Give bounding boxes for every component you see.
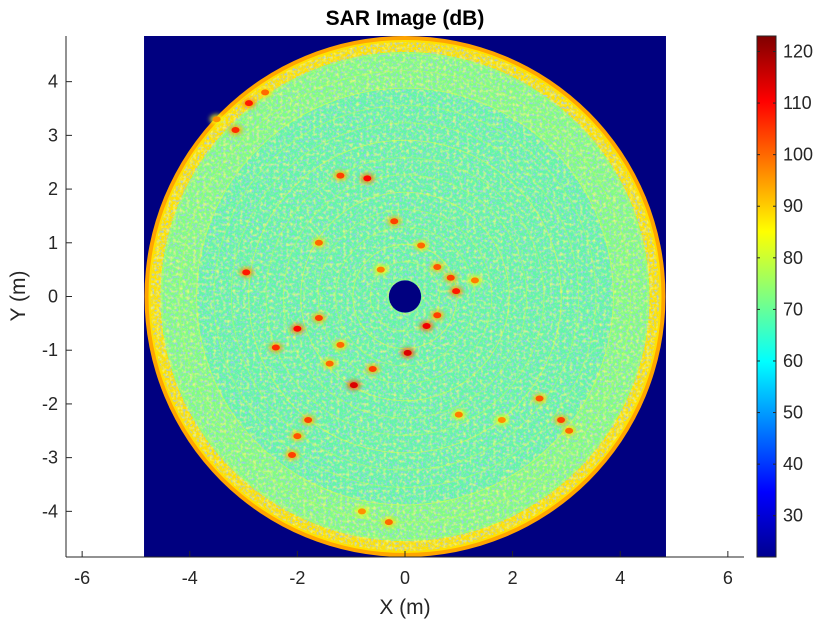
- x-ticks: -6 -4 -2 0 2 4 6: [74, 551, 733, 588]
- bright-spot: [290, 431, 305, 442]
- y-tick-label: 0: [48, 287, 58, 307]
- bright-spot: [494, 415, 509, 426]
- sar-heatmap-image: [144, 36, 666, 557]
- colorbar-tick-label: 50: [783, 403, 803, 423]
- colorbar-tick-label: 110: [783, 93, 812, 113]
- bright-spot: [419, 321, 434, 332]
- range-ring: [300, 191, 510, 402]
- bright-spot: [532, 393, 547, 404]
- colorbar-tick-label: 100: [783, 145, 813, 165]
- range-ring: [369, 261, 441, 332]
- colorbar-tick-label: 80: [783, 248, 803, 268]
- bright-spot: [301, 415, 316, 426]
- y-tick-label: -2: [42, 394, 58, 414]
- y-tick-label: 2: [48, 179, 58, 199]
- range-ring: [265, 157, 545, 436]
- bright-spot: [258, 87, 273, 98]
- bright-spot: [239, 267, 254, 278]
- x-tick-label: -4: [182, 568, 198, 588]
- colorbar-tick-label: 60: [783, 351, 803, 371]
- range-ring: [178, 70, 632, 523]
- bright-spot: [311, 237, 326, 248]
- y-tick-label: -3: [42, 448, 58, 468]
- bright-spot: [430, 261, 445, 272]
- bright-spot: [322, 358, 337, 369]
- bright-spot: [290, 323, 305, 334]
- bright-spot: [209, 114, 224, 125]
- x-tick-label: 4: [615, 568, 625, 588]
- bright-spot: [430, 310, 445, 321]
- bright-spot: [467, 275, 482, 286]
- colorbar-gradient: [756, 35, 777, 558]
- bright-spot: [400, 347, 415, 358]
- x-tick-label: -6: [74, 568, 90, 588]
- bright-spot: [333, 339, 348, 350]
- bright-spot: [365, 364, 380, 375]
- colorbar-tick-label: 40: [783, 454, 803, 474]
- colorbar-tick-label: 120: [783, 41, 813, 61]
- y-axis-label: Y (m): [7, 271, 30, 322]
- bright-scatterers: [209, 87, 577, 528]
- x-tick-label: 0: [400, 568, 410, 588]
- bright-spot: [554, 415, 569, 426]
- bright-spot: [354, 506, 369, 517]
- x-axis-label: X (m): [379, 596, 430, 619]
- range-ring: [282, 174, 528, 419]
- colorbar-ticks: 30 40 50 60 70 80 90 100 110 120: [757, 41, 813, 526]
- range-ring: [248, 139, 562, 454]
- bright-spot: [387, 216, 402, 227]
- bright-spot: [346, 380, 361, 391]
- range-ring: [196, 87, 614, 506]
- bright-spot: [443, 272, 458, 283]
- bright-spot: [241, 98, 256, 109]
- bright-spot: [311, 312, 326, 323]
- x-tick-label: -2: [289, 568, 305, 588]
- colorbar-tick-label: 30: [783, 506, 803, 526]
- center-hole: [388, 280, 422, 313]
- range-rings: [161, 52, 649, 541]
- x-tick-label: 2: [508, 568, 518, 588]
- bright-spot: [268, 342, 283, 353]
- bright-spot: [449, 286, 464, 297]
- y-tick-label: 3: [48, 125, 58, 145]
- bright-spot: [285, 449, 299, 460]
- x-tick-label: 6: [723, 568, 733, 588]
- bright-spot: [333, 170, 348, 181]
- bright-spot: [228, 124, 243, 135]
- colorbar: 30 40 50 60 70 80 90 100 110 120: [756, 35, 813, 558]
- bright-spot: [373, 264, 388, 275]
- bright-spot: [381, 517, 396, 528]
- bright-spot: [451, 409, 466, 420]
- colorbar-tick-label: 70: [783, 299, 803, 319]
- range-ring: [213, 104, 597, 489]
- range-ring: [335, 226, 475, 367]
- y-ticks: 4 3 2 1 0 -1 -2 -3 -4: [42, 72, 72, 521]
- chart-title: SAR Image (dB): [326, 7, 485, 30]
- bright-spot: [360, 173, 375, 184]
- bright-spot: [414, 240, 429, 251]
- y-tick-label: -4: [42, 501, 58, 521]
- y-tick-label: 1: [48, 233, 58, 253]
- y-tick-label: -1: [42, 340, 58, 360]
- bright-spot: [562, 425, 577, 436]
- range-ring: [161, 52, 649, 541]
- range-ring: [387, 278, 423, 315]
- range-ring: [230, 122, 580, 471]
- y-tick-label: 4: [48, 72, 58, 92]
- range-ring: [317, 209, 493, 384]
- colorbar-tick-label: 90: [783, 196, 803, 216]
